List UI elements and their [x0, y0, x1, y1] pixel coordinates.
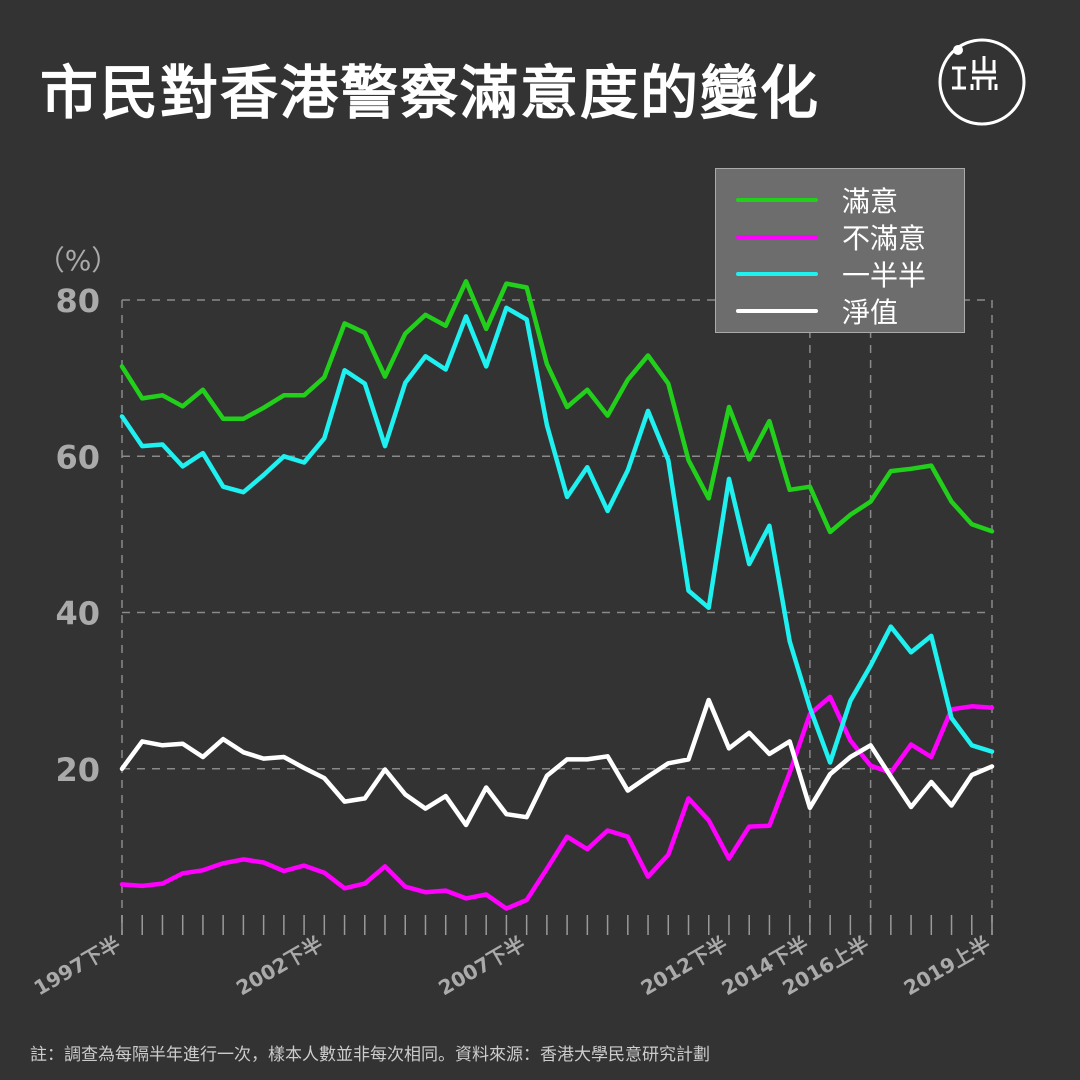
series-line-2 — [119, 305, 995, 765]
x-tick-label: 1997下半 — [30, 932, 125, 1001]
x-tick-label: 2019上半 — [900, 932, 995, 1001]
series-line-1 — [119, 694, 995, 911]
y-tick-label: 40 — [55, 595, 100, 633]
x-tick-label: 2002下半 — [232, 932, 327, 1001]
legend-swatch — [736, 271, 818, 276]
legend-swatch — [736, 308, 818, 313]
legend-item-half-half: 一半半 — [716, 255, 964, 292]
legend-label: 滿意 — [842, 184, 899, 218]
y-tick-label: 80 — [55, 282, 100, 320]
initium-logo-icon — [938, 38, 1026, 126]
legend-label: 不滿意 — [842, 221, 927, 255]
chart-legend: 滿意 不滿意 一半半 淨值 — [715, 168, 965, 333]
legend-swatch — [736, 197, 818, 202]
x-tick-label: 2012下半 — [637, 932, 732, 1001]
footnote: 註：調查為每隔半年進行一次，樣本人數並非每次相同。資料來源：香港大學民意研究計劃 — [30, 1045, 710, 1065]
legend-swatch — [736, 234, 818, 239]
y-tick-label: 20 — [55, 751, 100, 789]
legend-label: 一半半 — [842, 258, 927, 292]
legend-item-net-value: 淨值 — [716, 292, 964, 329]
legend-label: 淨值 — [842, 295, 899, 329]
legend-item-dissatisfied: 不滿意 — [716, 218, 964, 255]
series-line-3 — [119, 697, 995, 828]
legend-item-satisfied: 滿意 — [716, 181, 964, 218]
series-line-0 — [119, 279, 995, 535]
y-tick-label: 60 — [55, 438, 100, 476]
x-tick-label: 2007下半 — [434, 932, 529, 1001]
page-title: 市民對香港警察滿意度的變化 — [40, 59, 821, 127]
y-axis-label: （%） — [37, 244, 120, 277]
